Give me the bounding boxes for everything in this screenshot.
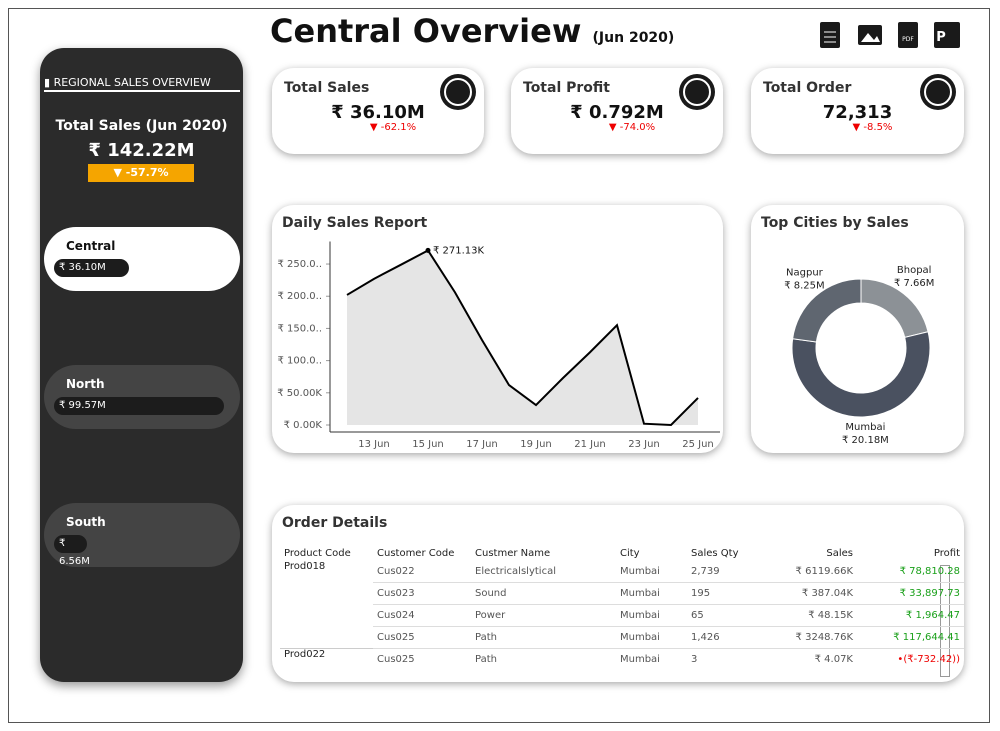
cell: ₹ 33,897.73 [857, 582, 964, 605]
cell: 3 [691, 654, 698, 665]
doc-icon[interactable] [820, 22, 840, 48]
cell: Sound [471, 582, 616, 605]
cell: 1,426 [687, 626, 785, 649]
cell: Path [471, 626, 616, 649]
order-row: Cus023 Sound Mumbai 195 ₹ 387.04K ₹ 33,897.73 [280, 582, 964, 605]
column-header: Sales Qty [691, 547, 739, 559]
kpi-label: Total Order [763, 80, 852, 96]
cell: Cus022 [373, 561, 471, 583]
sidebar-title: ▮ REGIONAL SALES OVERVIEW [44, 76, 240, 92]
header-row: Product Code Customer Code Custmer Name Cit… [280, 545, 964, 561]
order-row: Prod022 Cus025 Path Mumbai 3 ₹ 4.07K •(₹-732.4… [280, 648, 964, 670]
column-header: Sales [826, 547, 853, 559]
cell: Prod018 [284, 561, 326, 572]
cities-card: Top Cities by Sales [751, 205, 964, 453]
region-value: ₹ 6.56M [54, 535, 90, 567]
cell: Mumbai [616, 582, 687, 605]
cell: Path [475, 654, 497, 665]
cell: ₹ 48.15K [785, 604, 857, 627]
title: Central Overview [270, 12, 582, 50]
cell: Prod022 [280, 648, 373, 670]
frame [8, 8, 990, 723]
cell: Mumbai [616, 626, 687, 649]
order-row: Cus024 Power Mumbai 65 ₹ 48.15K ₹ 1,964.47 [280, 604, 964, 627]
cell: ₹ 3248.76K [785, 626, 857, 649]
cell: ₹ 6119.66K [785, 561, 857, 583]
column-header: Product Code [284, 547, 351, 559]
column-header: Custmer Name [475, 547, 551, 559]
cell: Mumbai [620, 654, 660, 665]
cell [280, 605, 373, 627]
order-table: Product Code Customer Code Custmer Name Cit… [280, 545, 964, 670]
icon-glyph [924, 78, 952, 106]
column-header: Customer Code [377, 547, 455, 559]
card-title: Order Details [282, 515, 388, 531]
card-title: Daily Sales Report [282, 215, 428, 231]
cell: Mumbai [616, 561, 687, 583]
kpi-icon [440, 74, 476, 110]
region-name: South [66, 515, 106, 529]
kpi-card: Total Sales ₹ 36.10M ▼ -62.1% [272, 68, 484, 154]
cell: ₹ 117,644.41 [857, 626, 964, 649]
ppt-icon[interactable]: P [934, 22, 960, 48]
order-row: Cus025 Path Mumbai 1,426 ₹ 3248.76K ₹ 117,644… [280, 626, 964, 649]
cell: Electricalslytical [471, 561, 616, 583]
cell [280, 583, 373, 605]
kpi-icon [679, 74, 715, 110]
kpi-change: ▼ -62.1% [369, 122, 417, 133]
cell: Mumbai [616, 604, 687, 627]
cell: ₹ 387.04K [785, 582, 857, 605]
cell: Power [471, 604, 616, 627]
kpi-change: ▼ -8.5% [852, 122, 893, 133]
region-value: ₹ 36.10M [54, 259, 129, 277]
kpi-value: 72,313 [822, 102, 893, 123]
total-value: ₹ 142.22M [88, 140, 195, 161]
region-name: Central [66, 239, 116, 253]
kpi-value: ₹ 0.792M [570, 102, 664, 123]
cell: 2,739 [687, 561, 785, 583]
cell: ₹ 4.07K [814, 654, 853, 665]
subtitle: (Jun 2020) [592, 30, 675, 46]
kpi-card: Total Order 72,313 ▼ -8.5% [751, 68, 964, 154]
cell: Cus025 [377, 654, 415, 665]
column-header: Profit [933, 547, 960, 559]
cell: ₹ 78,810.28 [857, 561, 964, 583]
kpi-label: Total Sales [284, 80, 370, 96]
kpi-icon [920, 74, 956, 110]
cell [280, 627, 373, 649]
region-south[interactable]: South ₹ 6.56M [44, 503, 240, 567]
total-label: Total Sales (Jun 2020) [55, 118, 228, 134]
region-central[interactable]: Central ₹ 36.10M [44, 227, 240, 291]
page-title: Central Overview (Jun 2020) [270, 12, 674, 50]
kpi-card: Total Profit ₹ 0.792M ▼ -74.0% [511, 68, 723, 154]
sidebar: ▮ REGIONAL SALES OVERVIEW Total Sales (J… [40, 48, 243, 682]
column-header: City [620, 547, 640, 559]
cell: Cus024 [373, 604, 471, 627]
region-value: ₹ 99.57M [54, 397, 224, 415]
kpi-value: ₹ 36.10M [331, 102, 425, 123]
pdf-icon[interactable]: PDF [898, 22, 918, 48]
svg-text:P: P [936, 30, 946, 45]
cell: ₹ 1,964.47 [857, 604, 964, 627]
cell: Cus025 [373, 626, 471, 649]
kpi-change: ▼ -74.0% [608, 122, 656, 133]
image-icon[interactable] [858, 25, 882, 45]
icon-glyph [444, 78, 472, 106]
svg-text:PDF: PDF [902, 36, 914, 43]
icon-glyph [683, 78, 711, 106]
card-title: Top Cities by Sales [761, 215, 909, 231]
kpi-label: Total Profit [523, 80, 610, 96]
cell: •(₹-732.42)) [897, 654, 960, 665]
sidebar-heading: REGIONAL SALES OVERVIEW [53, 76, 211, 89]
export-icons: PDF P [820, 22, 960, 48]
order-row: Prod018 Cus022 Electricalslytical Mumbai 2,7… [280, 561, 964, 583]
total-change: ▼ -57.7% [88, 164, 194, 182]
cell: 65 [687, 604, 785, 627]
cell: 195 [687, 582, 785, 605]
cell: Cus023 [373, 582, 471, 605]
region-north[interactable]: North ₹ 99.57M [44, 365, 240, 429]
region-name: North [66, 377, 105, 391]
daily-sales-card: Daily Sales Report [272, 205, 723, 453]
